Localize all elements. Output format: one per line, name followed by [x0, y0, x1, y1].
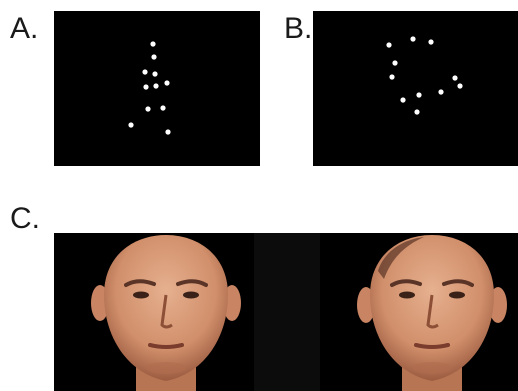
point-b-9	[416, 92, 422, 98]
point-a-9	[160, 105, 166, 111]
point-a-2	[151, 54, 157, 60]
face-stimuli	[54, 233, 518, 391]
point-b-1	[410, 36, 416, 42]
dot-pattern-b	[386, 36, 463, 115]
point-a-1	[150, 41, 156, 47]
panel-c-label: C.	[10, 202, 40, 235]
point-light-display-b	[313, 11, 518, 166]
face-right-image	[357, 235, 507, 391]
point-b-10	[400, 97, 406, 103]
panel-b-label: B.	[284, 12, 313, 45]
point-light-display-a	[54, 11, 260, 166]
point-a-4	[152, 71, 158, 77]
point-b-5	[389, 74, 395, 80]
dot-pattern-a	[128, 41, 171, 135]
point-b-2	[428, 39, 434, 45]
point-a-5	[164, 80, 170, 86]
point-b-11	[414, 109, 420, 115]
point-a-6	[143, 84, 149, 90]
point-b-8	[438, 89, 444, 95]
face-divider	[254, 233, 320, 391]
face-left-image	[91, 235, 241, 391]
point-b-3	[386, 42, 392, 48]
point-a-11	[165, 129, 171, 135]
point-b-7	[457, 83, 463, 89]
panel-a-label: A.	[10, 12, 39, 45]
point-b-6	[452, 75, 458, 81]
point-a-3	[142, 69, 148, 75]
point-a-10	[128, 122, 134, 128]
point-a-7	[153, 83, 159, 89]
point-b-4	[392, 60, 398, 66]
point-a-8	[145, 106, 151, 112]
